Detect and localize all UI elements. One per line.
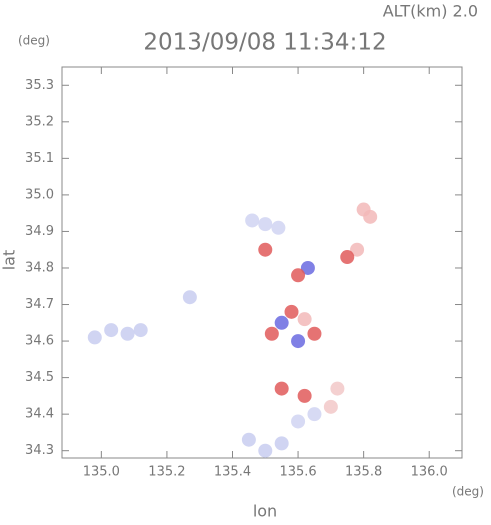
echo-point	[330, 381, 345, 396]
echo-point	[271, 220, 286, 235]
echo-point	[258, 443, 273, 458]
x-tick-label: 135.0	[83, 465, 120, 480]
x-tick-label: 135.4	[214, 465, 251, 480]
y-axis-label: lat	[0, 250, 19, 271]
x-axis-label: lon	[253, 502, 277, 521]
echo-point	[291, 334, 306, 349]
x-unit: (deg)	[452, 485, 484, 499]
echo-point	[291, 414, 306, 429]
echo-point	[87, 330, 102, 345]
y-tick-label: 34.9	[25, 224, 54, 239]
y-tick-label: 34.4	[25, 407, 54, 422]
echo-point	[258, 217, 273, 232]
y-tick-label: 35.3	[25, 78, 54, 93]
y-tick-label: 34.5	[25, 370, 54, 385]
x-tick-label: 135.8	[345, 465, 382, 480]
y-tick-label: 34.7	[25, 297, 54, 312]
altitude-label: ALT(km) 2.0	[383, 2, 478, 21]
echo-point	[274, 436, 289, 451]
echo-point	[120, 326, 135, 341]
y-tick-label: 34.3	[25, 443, 54, 458]
echo-point	[300, 260, 315, 275]
echo-point	[104, 323, 119, 338]
echo-point	[245, 213, 260, 228]
echo-point	[350, 242, 365, 257]
y-tick-label: 35.0	[25, 187, 54, 202]
echo-point	[133, 323, 148, 338]
y-tick-label: 34.6	[25, 334, 54, 349]
echo-point	[274, 315, 289, 330]
echo-point	[241, 432, 256, 447]
y-tick-label: 34.8	[25, 260, 54, 275]
x-tick-label: 135.6	[279, 465, 316, 480]
echo-point	[297, 388, 312, 403]
y-tick-label: 35.1	[25, 151, 54, 166]
echo-point	[258, 242, 273, 257]
x-tick-label: 135.2	[148, 465, 185, 480]
echo-point	[264, 326, 279, 341]
echo-point	[307, 407, 322, 422]
echo-point	[284, 304, 299, 319]
echo-point	[291, 268, 306, 283]
plot-frame	[61, 66, 463, 459]
echo-point	[297, 312, 312, 327]
y-tick-label: 35.2	[25, 114, 54, 129]
echo-point	[307, 326, 322, 341]
echo-point	[182, 290, 197, 305]
echo-point	[363, 209, 378, 224]
echo-point	[340, 250, 355, 265]
echo-point	[274, 381, 289, 396]
y-unit: (deg)	[18, 34, 50, 48]
x-tick-label: 136.0	[411, 465, 448, 480]
chart-title: 2013/09/08 11:34:12	[143, 30, 386, 56]
echo-point	[323, 399, 338, 414]
